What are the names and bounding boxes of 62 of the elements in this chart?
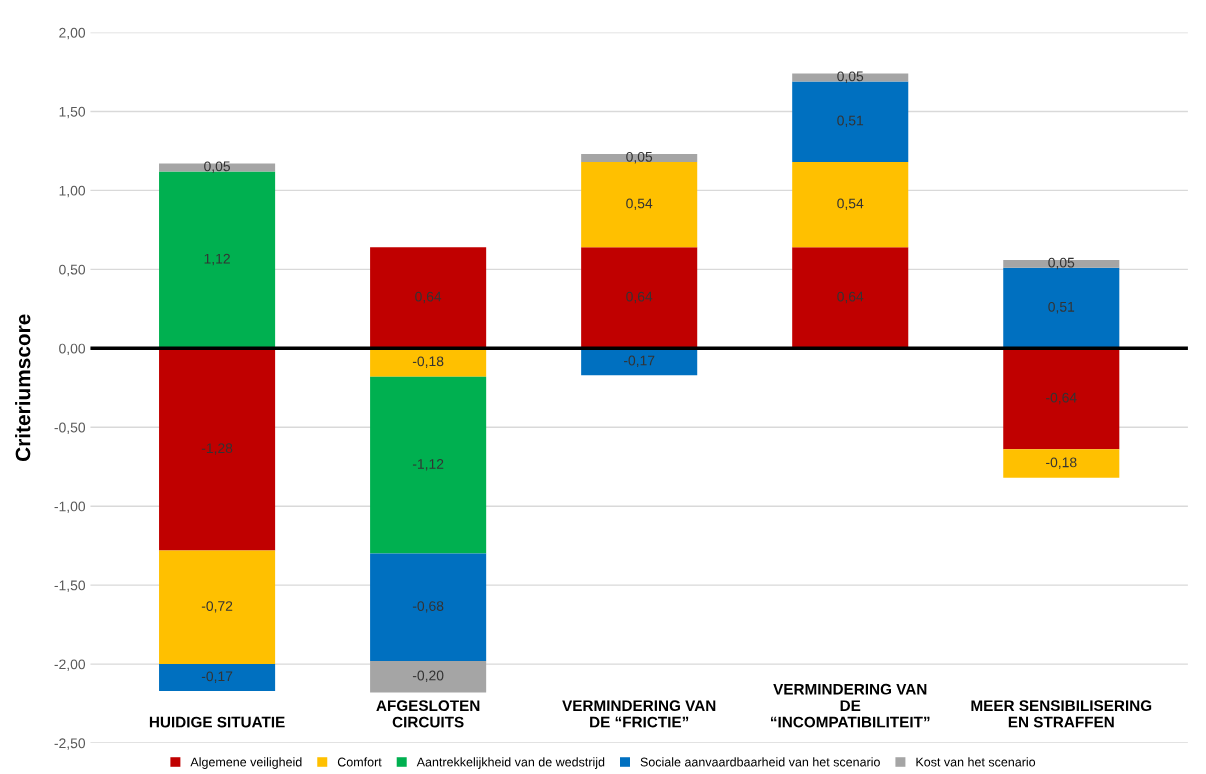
- data-label: 0,05: [626, 151, 653, 164]
- bar: [159, 348, 276, 551]
- data-label: 0,05: [837, 71, 864, 83]
- bar: [1003, 267, 1120, 349]
- data-label: 0,64: [626, 291, 653, 304]
- data-label: 0,64: [837, 291, 864, 304]
- legend-label: Comfort: [337, 757, 382, 767]
- bar: [1003, 259, 1120, 268]
- legend-label: Kost van het scenario: [916, 757, 1036, 767]
- y-tick-label: -0,50: [54, 422, 86, 435]
- bar: [370, 247, 487, 349]
- data-label: -0,17: [623, 355, 655, 368]
- bar: [370, 553, 487, 661]
- x-tick-label: MEER SENSIBILISERING EN STRAFFEN: [971, 700, 1152, 728]
- y-tick-label: -1,00: [54, 501, 86, 514]
- data-label: -0,20: [412, 670, 444, 683]
- data-label: 0,64: [415, 291, 442, 304]
- data-label: 0,54: [626, 198, 653, 210]
- data-label: 0,51: [837, 115, 864, 128]
- data-label: -0,64: [1046, 392, 1077, 405]
- data-label: 0,05: [1048, 257, 1075, 270]
- data-label: -1,28: [201, 443, 233, 455]
- bar: [1003, 449, 1120, 478]
- data-label: 0,54: [837, 198, 864, 210]
- x-tick-label: VERMINDERING VAN DE “FRICTIE”: [562, 700, 716, 728]
- legend-label: Sociale aanvaardbaarheid van het scenario: [640, 757, 880, 767]
- legend-label: Aantrekkelijkheid van de wedstrijd: [416, 757, 605, 769]
- bar: [792, 81, 909, 162]
- bar: [159, 550, 276, 665]
- y-tick-label: -2,50: [54, 738, 86, 750]
- y-tick-label: -2,00: [54, 659, 86, 671]
- bar: [1003, 348, 1120, 450]
- bar: [792, 247, 909, 349]
- data-label: 1,12: [204, 253, 230, 266]
- data-label: -0,68: [412, 601, 444, 613]
- bar: [581, 348, 698, 376]
- x-tick-label: VERMINDERING VAN DE “INCOMPATIBILITEIT”: [771, 683, 930, 728]
- bar: [370, 376, 487, 554]
- x-tick-label: AFGESLOTEN CIRCUITS: [376, 700, 480, 728]
- data-label: 0,05: [204, 161, 231, 173]
- legend-label: Algemene veiligheid: [190, 757, 302, 769]
- x-tick-label: HUIDIGE SITUATIE: [149, 716, 285, 728]
- bar: [370, 348, 487, 377]
- y-tick-label: -1,50: [54, 580, 86, 592]
- y-tick-label: 1,50: [59, 106, 86, 119]
- data-label: -0,18: [412, 356, 444, 368]
- bar: [581, 154, 698, 162]
- data-label: -0,18: [1046, 457, 1077, 469]
- bar: [159, 664, 276, 691]
- bar: [792, 161, 909, 248]
- bar: [370, 660, 487, 693]
- data-label: -0,72: [201, 601, 233, 613]
- y-tick-label: 0,50: [59, 264, 86, 277]
- data-label: -0,17: [201, 671, 233, 683]
- data-label: -1,12: [412, 459, 444, 471]
- y-axis-title: Criteriumscore: [15, 314, 31, 462]
- y-tick-label: 0,00: [59, 343, 86, 356]
- y-tick-label: 1,00: [59, 185, 86, 198]
- bar: [581, 247, 698, 349]
- data-label: 0,51: [1048, 301, 1075, 314]
- y-tick-label: 2,00: [59, 27, 86, 40]
- bar: [159, 171, 276, 349]
